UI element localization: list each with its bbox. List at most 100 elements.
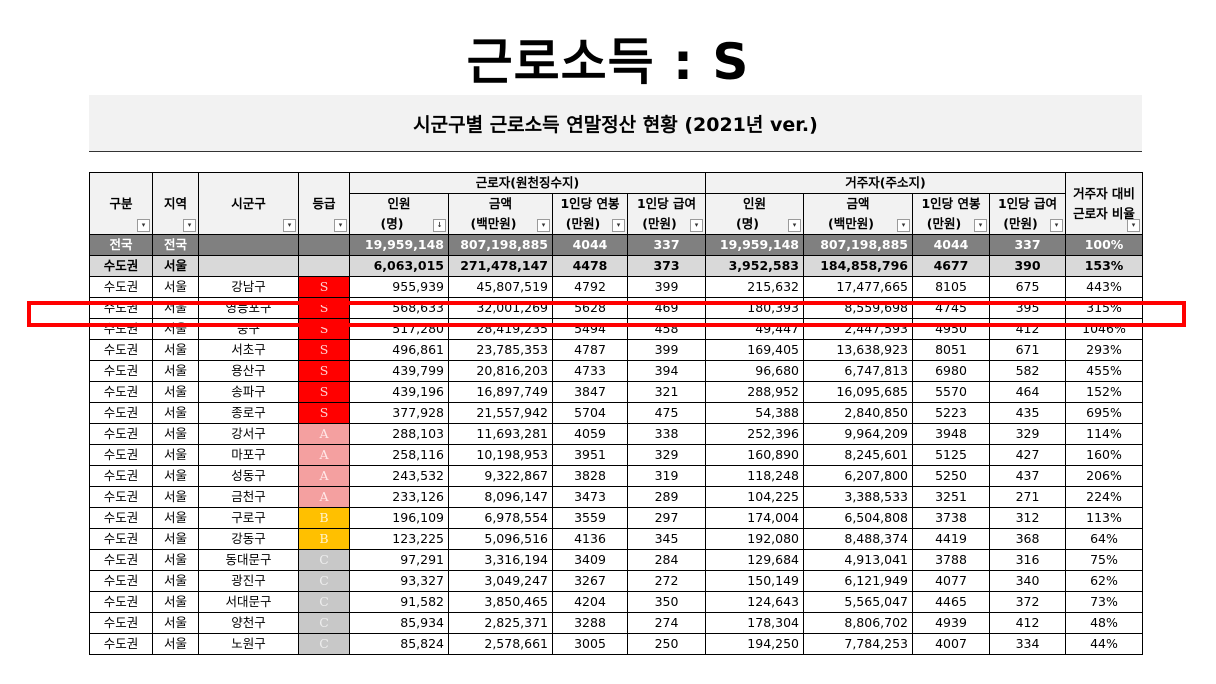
cell-resident-amount[interactable]: 4,913,041 (803, 549, 913, 571)
cell-ratio[interactable]: 100% (1065, 234, 1143, 256)
cell-region-group[interactable]: 수도권 (89, 423, 153, 445)
cell-region[interactable]: 서울 (152, 549, 199, 571)
cell-ratio[interactable]: 44% (1065, 633, 1143, 655)
sort-desc-icon[interactable]: ↓ (433, 219, 446, 232)
cell-resident-annual[interactable]: 5125 (912, 444, 990, 466)
cell-worker-amount[interactable]: 807,198,885 (448, 234, 553, 256)
cell-district[interactable]: 송파구 (198, 381, 299, 403)
filter-dropdown-icon[interactable]: ▾ (974, 219, 987, 232)
cell-ratio[interactable]: 64% (1065, 528, 1143, 550)
cell-district[interactable]: 성동구 (198, 465, 299, 487)
cell-worker-annual[interactable]: 4792 (552, 276, 628, 298)
cell-resident-people[interactable]: 104,225 (705, 486, 804, 508)
cell-worker-amount[interactable]: 11,693,281 (448, 423, 553, 445)
cell-ratio[interactable]: 315% (1065, 297, 1143, 319)
cell-region-group[interactable]: 수도권 (89, 528, 153, 550)
cell-ratio[interactable]: 293% (1065, 339, 1143, 361)
cell-resident-amount[interactable]: 2,447,593 (803, 318, 913, 340)
cell-resident-people[interactable]: 160,890 (705, 444, 804, 466)
cell-region[interactable]: 서울 (152, 633, 199, 655)
cell-worker-annual[interactable]: 3473 (552, 486, 628, 508)
cell-worker-monthly[interactable]: 399 (627, 276, 706, 298)
cell-worker-people[interactable]: 377,928 (349, 402, 449, 424)
filter-dropdown-icon[interactable]: ▾ (612, 219, 625, 232)
cell-district[interactable]: 서초구 (198, 339, 299, 361)
cell-resident-amount[interactable]: 807,198,885 (803, 234, 913, 256)
cell-worker-amount[interactable]: 45,807,519 (448, 276, 553, 298)
cell-region[interactable]: 전국 (152, 234, 199, 256)
cell-grade[interactable]: C (298, 612, 350, 634)
cell-district[interactable]: 서대문구 (198, 591, 299, 613)
cell-worker-annual[interactable]: 3559 (552, 507, 628, 529)
cell-worker-amount[interactable]: 10,198,953 (448, 444, 553, 466)
cell-worker-people[interactable]: 93,327 (349, 570, 449, 592)
cell-region[interactable]: 서울 (152, 339, 199, 361)
cell-resident-amount[interactable]: 6,747,813 (803, 360, 913, 382)
cell-grade[interactable]: C (298, 549, 350, 571)
cell-worker-annual[interactable]: 4204 (552, 591, 628, 613)
cell-region[interactable]: 서울 (152, 423, 199, 445)
cell-resident-monthly[interactable]: 412 (989, 612, 1066, 634)
cell-worker-people[interactable]: 439,196 (349, 381, 449, 403)
cell-resident-monthly[interactable]: 329 (989, 423, 1066, 445)
cell-grade[interactable]: S (298, 381, 350, 403)
cell-resident-amount[interactable]: 7,784,253 (803, 633, 913, 655)
cell-worker-monthly[interactable]: 250 (627, 633, 706, 655)
cell-resident-monthly[interactable]: 412 (989, 318, 1066, 340)
cell-district[interactable]: 노원구 (198, 633, 299, 655)
cell-worker-people[interactable]: 288,103 (349, 423, 449, 445)
cell-resident-people[interactable]: 96,680 (705, 360, 804, 382)
cell-resident-annual[interactable]: 8105 (912, 276, 990, 298)
cell-district[interactable]: 종로구 (198, 402, 299, 424)
filter-dropdown-icon[interactable]: ▾ (897, 219, 910, 232)
cell-ratio[interactable]: 224% (1065, 486, 1143, 508)
cell-region[interactable]: 서울 (152, 486, 199, 508)
filter-dropdown-icon[interactable]: ▾ (137, 219, 150, 232)
cell-worker-amount[interactable]: 3,049,247 (448, 570, 553, 592)
cell-resident-amount[interactable]: 8,488,374 (803, 528, 913, 550)
cell-region[interactable]: 서울 (152, 507, 199, 529)
cell-grade[interactable] (298, 255, 350, 277)
cell-worker-amount[interactable]: 16,897,749 (448, 381, 553, 403)
cell-worker-annual[interactable]: 5704 (552, 402, 628, 424)
filter-dropdown-icon[interactable]: ▾ (1050, 219, 1063, 232)
cell-worker-monthly[interactable]: 350 (627, 591, 706, 613)
cell-worker-people[interactable]: 496,861 (349, 339, 449, 361)
filter-dropdown-icon[interactable]: ▾ (788, 219, 801, 232)
cell-resident-annual[interactable]: 3251 (912, 486, 990, 508)
cell-worker-annual[interactable]: 3847 (552, 381, 628, 403)
cell-resident-people[interactable]: 129,684 (705, 549, 804, 571)
cell-region[interactable]: 서울 (152, 570, 199, 592)
cell-worker-people[interactable]: 85,934 (349, 612, 449, 634)
cell-worker-annual[interactable]: 3828 (552, 465, 628, 487)
cell-worker-amount[interactable]: 20,816,203 (448, 360, 553, 382)
cell-resident-annual[interactable]: 8051 (912, 339, 990, 361)
header-resident-amount[interactable]: 금액 (백만원) ▾ (803, 193, 913, 235)
cell-region[interactable]: 서울 (152, 297, 199, 319)
cell-ratio[interactable]: 75% (1065, 549, 1143, 571)
cell-district[interactable]: 강동구 (198, 528, 299, 550)
cell-region-group[interactable]: 수도권 (89, 612, 153, 634)
cell-grade[interactable]: S (298, 297, 350, 319)
cell-worker-people[interactable]: 233,126 (349, 486, 449, 508)
cell-grade[interactable]: B (298, 528, 350, 550)
cell-resident-people[interactable]: 178,304 (705, 612, 804, 634)
cell-worker-monthly[interactable]: 337 (627, 234, 706, 256)
cell-worker-amount[interactable]: 6,978,554 (448, 507, 553, 529)
cell-worker-annual[interactable]: 5494 (552, 318, 628, 340)
cell-ratio[interactable]: 62% (1065, 570, 1143, 592)
cell-ratio[interactable]: 73% (1065, 591, 1143, 613)
cell-worker-people[interactable]: 258,116 (349, 444, 449, 466)
cell-region[interactable]: 서울 (152, 360, 199, 382)
cell-district[interactable] (198, 234, 299, 256)
cell-worker-amount[interactable]: 9,322,867 (448, 465, 553, 487)
cell-district[interactable]: 강남구 (198, 276, 299, 298)
filter-dropdown-icon[interactable]: ▾ (183, 219, 196, 232)
filter-dropdown-icon[interactable]: ▾ (334, 219, 347, 232)
header-resident-annual[interactable]: 1인당 연봉 (만원) ▾ (912, 193, 990, 235)
cell-resident-people[interactable]: 118,248 (705, 465, 804, 487)
cell-resident-monthly[interactable]: 390 (989, 255, 1066, 277)
cell-region-group[interactable]: 수도권 (89, 465, 153, 487)
cell-grade[interactable]: B (298, 507, 350, 529)
cell-worker-people[interactable]: 196,109 (349, 507, 449, 529)
